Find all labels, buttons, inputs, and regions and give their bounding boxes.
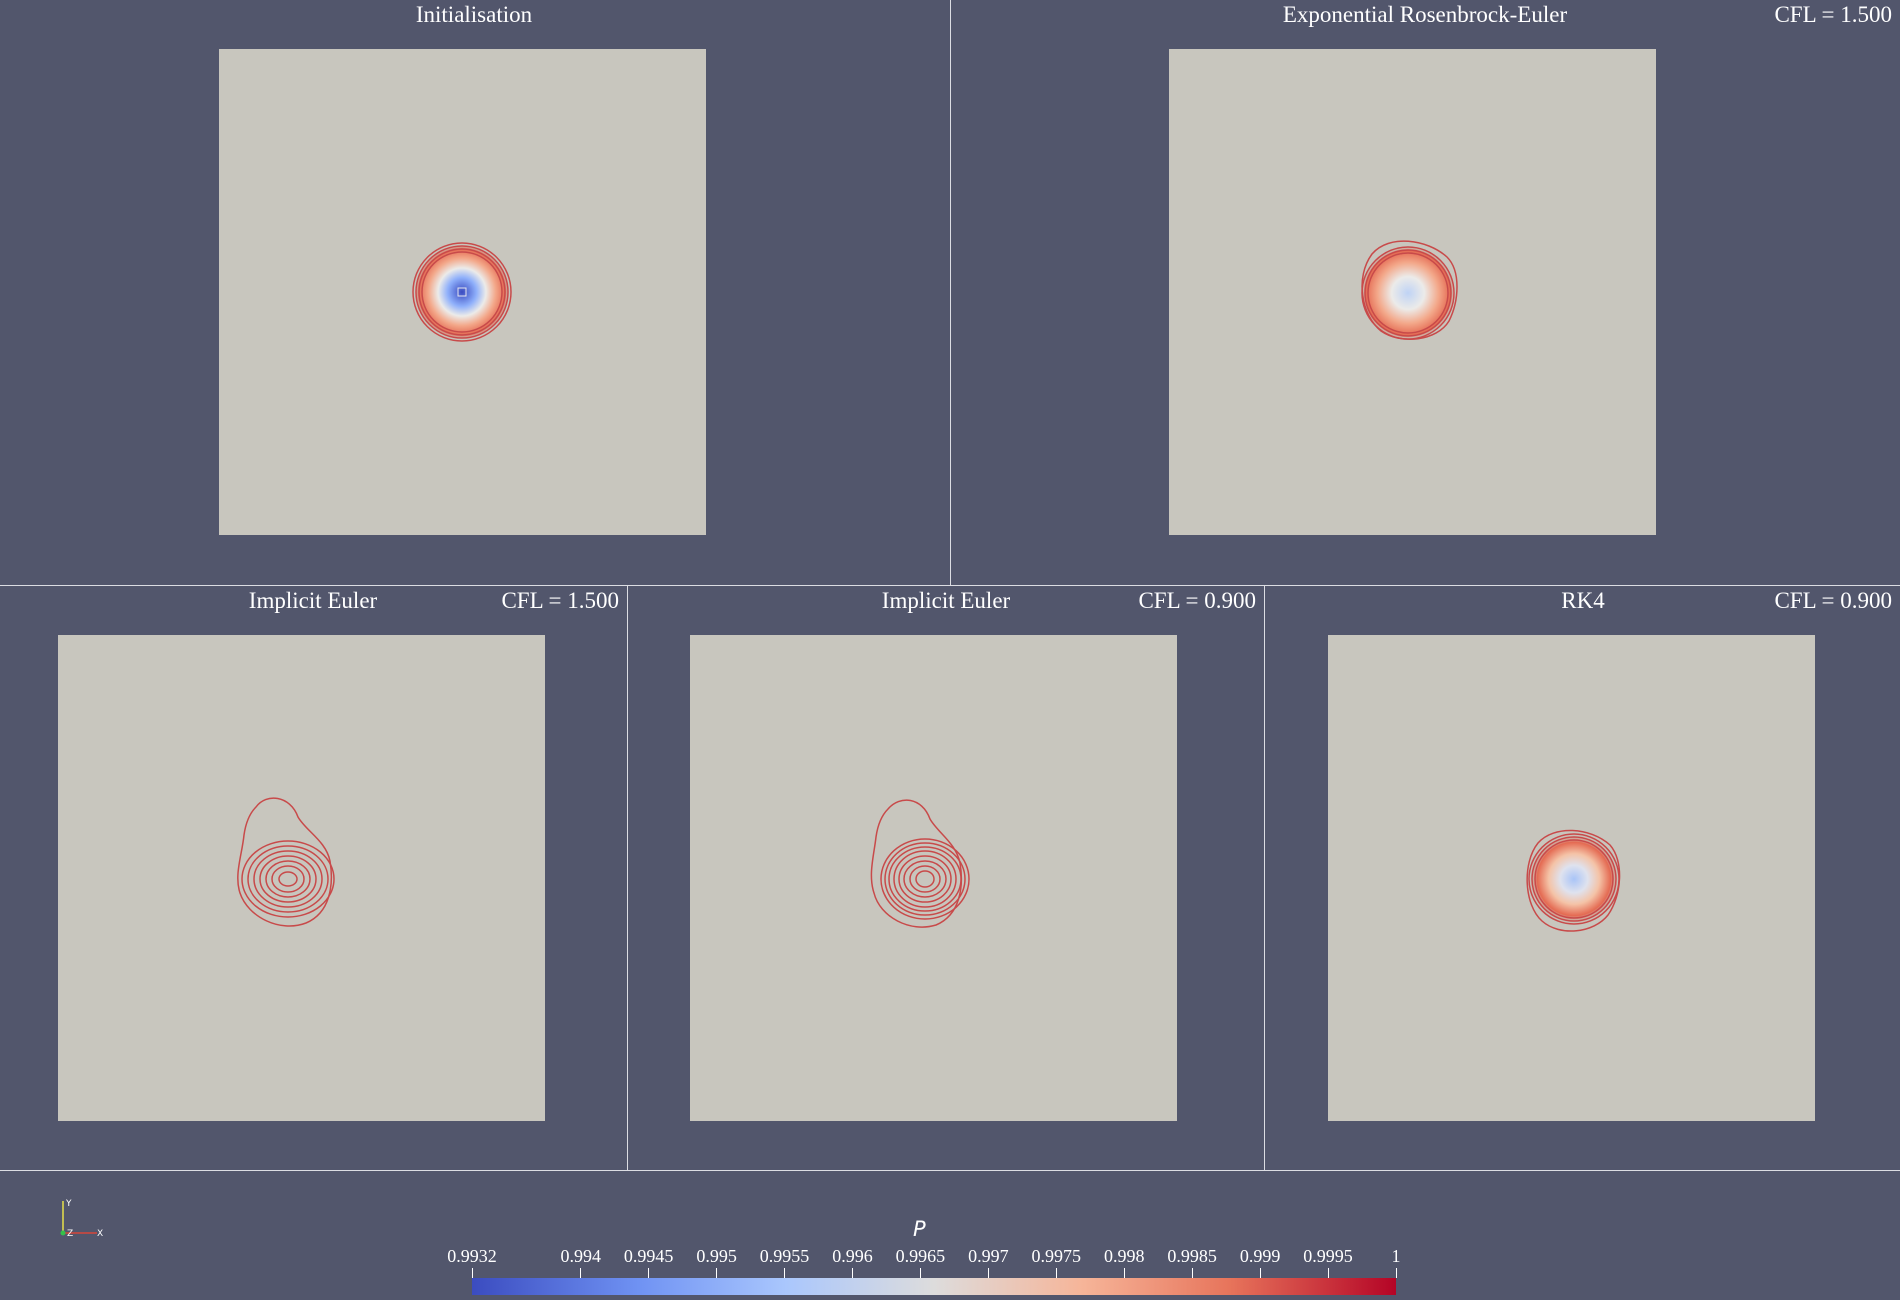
cfl-label: CFL = 0.900: [1774, 588, 1892, 613]
render-canvas[interactable]: [219, 49, 706, 535]
horizontal-divider-middle: [0, 585, 1900, 586]
pressure-field-plot: [870, 799, 970, 928]
colorbar: [472, 1278, 1396, 1295]
panel-title: Implicit Euler: [248, 588, 378, 613]
colorbar-tick-label: 0.9955: [759, 1246, 810, 1266]
pressure-field-plot: [1361, 240, 1458, 341]
colorbar-tick: [1259, 1268, 1261, 1278]
orientation-axes: Y X Z: [60, 1199, 103, 1239]
view-panel-initialisation[interactable]: Initialisation: [0, 0, 950, 585]
contour-lines: [870, 799, 970, 928]
colorbar-tick-label: 0.9932: [447, 1246, 497, 1266]
view-panel-implicit-euler-cfl-0900[interactable]: Implicit Euler CFL = 0.900: [628, 586, 1264, 1170]
panel-title: Implicit Euler: [881, 588, 1011, 613]
colorbar-tick: [784, 1268, 786, 1278]
axis-z-label: Z: [67, 1229, 73, 1239]
pressure-field-plot: [237, 797, 335, 927]
colorbar-tick: [716, 1268, 718, 1278]
axis-y-label: Y: [65, 1199, 72, 1209]
render-canvas[interactable]: [1169, 49, 1656, 535]
colorbar-tick-label: 0.995: [696, 1246, 737, 1266]
render-canvas[interactable]: [58, 635, 545, 1121]
colorbar-tick-label: 0.994: [560, 1246, 601, 1266]
view-panel-exponential-rosenbrock-euler[interactable]: Exponential Rosenbrock-Euler CFL = 1.500: [951, 0, 1900, 585]
view-panel-rk4[interactable]: RK4 CFL = 0.900: [1265, 586, 1900, 1170]
colorbar-tick: [1055, 1268, 1057, 1278]
colorbar-tick: [987, 1268, 989, 1278]
colorbar-tick-label: 1: [1391, 1246, 1401, 1266]
colorbar-tick-label: 0.998: [1103, 1246, 1145, 1266]
colorbar-tick: [1123, 1268, 1125, 1278]
colorbar-tick-label: 0.999: [1239, 1246, 1281, 1266]
panel-title: RK4: [1561, 588, 1605, 613]
vertical-divider-top: [950, 0, 951, 585]
colorbar-tick: [851, 1268, 853, 1278]
horizontal-divider-bottom: [0, 1170, 1900, 1171]
axis-x-label: X: [97, 1229, 103, 1239]
colorbar-tick: [919, 1268, 921, 1278]
colorbar-tick: [1327, 1268, 1329, 1278]
pressure-field-plot: [412, 242, 512, 342]
contour-lines: [1361, 240, 1458, 341]
cfl-label: CFL = 1.500: [1774, 2, 1892, 27]
render-canvas[interactable]: [1328, 635, 1815, 1121]
colorbar-tick: [580, 1268, 582, 1278]
colorbar-title: P: [913, 1217, 926, 1241]
panel-title: Exponential Rosenbrock-Euler: [1282, 2, 1568, 27]
pressure-blob: [1528, 833, 1620, 925]
vertical-divider-bottom-left: [627, 585, 628, 1170]
render-canvas[interactable]: [690, 635, 1177, 1121]
pressure-field-plot: [1526, 829, 1621, 932]
pressure-blob: [414, 244, 510, 340]
contour-lines: [237, 797, 335, 927]
panel-title: Initialisation: [415, 2, 533, 27]
cfl-label: CFL = 1.500: [501, 588, 619, 613]
colorbar-tick-label: 0.9995: [1303, 1246, 1353, 1266]
colorbar-tick-label: 0.9975: [1031, 1246, 1082, 1266]
colorbar-tick-label: 0.9965: [895, 1246, 946, 1266]
colorbar-tick-label: 0.996: [832, 1246, 873, 1266]
view-panel-implicit-euler-cfl-1500[interactable]: Implicit Euler CFL = 1.500: [0, 586, 627, 1170]
colorbar-tick: [1395, 1268, 1397, 1278]
contour-lines: [1526, 829, 1621, 932]
colorbar-tick-label: 0.9985: [1167, 1246, 1217, 1266]
colorbar-tick-label: 0.997: [968, 1246, 1009, 1266]
colorbar-tick: [1191, 1268, 1193, 1278]
colorbar-tick: [471, 1268, 473, 1278]
contour-lines: [412, 242, 512, 342]
pressure-blob: [1361, 246, 1455, 340]
vertical-divider-bottom-right: [1264, 585, 1265, 1170]
colorbar-tick-label: 0.9945: [623, 1246, 674, 1266]
cfl-label: CFL = 0.900: [1138, 588, 1256, 613]
colorbar-tick: [648, 1268, 650, 1278]
